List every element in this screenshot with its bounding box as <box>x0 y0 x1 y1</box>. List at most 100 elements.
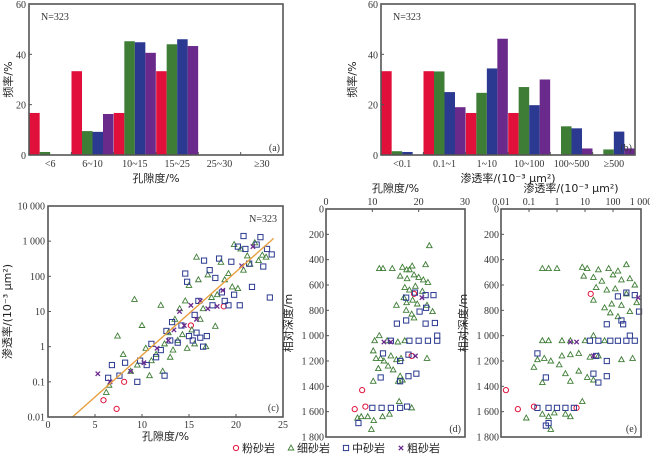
y-tick-label: 0 <box>21 151 26 162</box>
y-tick-label: 20 <box>368 101 378 112</box>
point-triangle <box>547 357 555 364</box>
bar-a-3-2 <box>177 39 188 155</box>
point-square <box>542 422 549 429</box>
x-tick-label: 15 <box>184 420 194 431</box>
point-square <box>248 283 256 291</box>
y-tick-label: 40 <box>368 50 378 61</box>
point-triangle <box>159 367 167 374</box>
point-triangle <box>423 354 431 361</box>
point-square <box>378 404 385 411</box>
point-triangle <box>547 425 555 432</box>
y-tick-label: 600 <box>484 281 499 292</box>
point-triangle <box>234 284 242 291</box>
point-triangle <box>614 312 622 320</box>
point-triangle <box>194 275 202 283</box>
y-tick-label: 1 600 <box>302 407 325 418</box>
panel-d-porosity-depth-scatter: 0 10 20 30 0 200 400 600 800 1 000 1 200 1 400 1 600… <box>281 181 470 444</box>
bar-b-3-0 <box>508 112 519 155</box>
x-tick-label: 0.1~1 <box>433 159 456 170</box>
point-triangle <box>555 360 563 368</box>
point-square <box>393 320 400 327</box>
panel-b-permeability-histogram: <0.1 0.1~1 1~10 10~100 100~500 ≥500 0 20 40 60 渗透率… <box>345 0 636 185</box>
point-triangle <box>119 350 127 357</box>
point-square <box>182 270 189 277</box>
point-cross <box>141 360 147 366</box>
x-tick-label: ≥30 <box>254 159 270 170</box>
point-square <box>116 372 123 379</box>
point-cross <box>412 353 419 359</box>
point-cross <box>388 339 394 345</box>
point-square <box>266 294 273 301</box>
point-square <box>260 263 267 270</box>
point-triangle <box>367 425 375 432</box>
x-tick-label: 10~15 <box>122 159 147 170</box>
point-triangle <box>402 306 410 313</box>
point-circle <box>502 387 510 394</box>
point-cross <box>573 339 580 345</box>
point-square <box>545 404 552 411</box>
point-square <box>263 245 271 253</box>
point-triangle <box>377 354 385 361</box>
y-tick-label: 1 000 <box>302 331 325 342</box>
point-triangle <box>403 298 411 306</box>
point-triangle <box>530 363 538 370</box>
point-triangle <box>401 336 409 344</box>
point-square <box>422 292 429 299</box>
point-cross <box>381 339 387 345</box>
plot-frame <box>500 208 642 438</box>
point-triangle <box>424 278 432 285</box>
x-tick-label: 10 <box>580 197 590 208</box>
point-triangle <box>428 307 437 315</box>
point-triangle <box>629 354 637 361</box>
point-triangle <box>160 339 169 347</box>
bar-a-2-3 <box>145 52 156 155</box>
bar-a-3-0 <box>156 71 167 155</box>
point-square <box>626 332 633 339</box>
x-tick-label: 10~100 <box>514 159 544 170</box>
point-triangle <box>239 266 248 273</box>
panel-c-porosity-permeability-scatter: 0 5 10 15 20 25 0.01 0.1 1 10 100 1 000 10 000 孔隙度/% 渗… <box>0 202 288 444</box>
point-cross <box>193 316 200 322</box>
point-triangle <box>228 282 236 290</box>
bar-b-5-1 <box>603 149 614 155</box>
point-triangle <box>375 264 383 271</box>
point-triangle <box>617 301 625 308</box>
point-triangle <box>199 304 207 312</box>
point-triangle <box>617 355 625 363</box>
point-triangle <box>545 412 553 420</box>
bar-b-3-2 <box>529 105 540 155</box>
point-triangle <box>611 284 619 292</box>
y-tick-label: 10 000 <box>18 202 46 213</box>
point-triangle <box>403 274 411 282</box>
y-tick-label: 1 800 <box>477 433 500 444</box>
point-triangle <box>408 262 416 269</box>
y-axis-label: 渗透率/(10⁻³ μm²) <box>0 264 14 359</box>
point-square <box>143 361 150 369</box>
point-square <box>377 374 384 381</box>
point-triangle <box>561 369 569 377</box>
point-square <box>134 378 141 385</box>
panel-label: (b) <box>620 143 632 154</box>
y-tick-label: 60 <box>16 0 26 11</box>
point-triangle <box>413 300 421 307</box>
point-triangle <box>364 412 372 420</box>
point-square <box>595 379 602 386</box>
panel-label: (a) <box>269 143 280 154</box>
bar-a-3-3 <box>187 46 199 155</box>
point-triangle <box>609 270 617 278</box>
point-triangle <box>418 287 426 294</box>
point-square <box>430 292 437 299</box>
point-triangle <box>589 296 597 303</box>
point-triangle <box>378 412 387 420</box>
point-square <box>542 374 549 381</box>
point-square <box>403 317 410 324</box>
point-triangle <box>385 410 394 417</box>
point-square <box>228 258 235 265</box>
point-triangle <box>204 270 212 278</box>
point-cross <box>220 287 226 293</box>
legend-label-1: 细砂岩 <box>297 441 330 455</box>
bar-a-2-2 <box>134 42 146 155</box>
point-triangle <box>545 264 553 271</box>
point-triangle <box>138 321 146 328</box>
